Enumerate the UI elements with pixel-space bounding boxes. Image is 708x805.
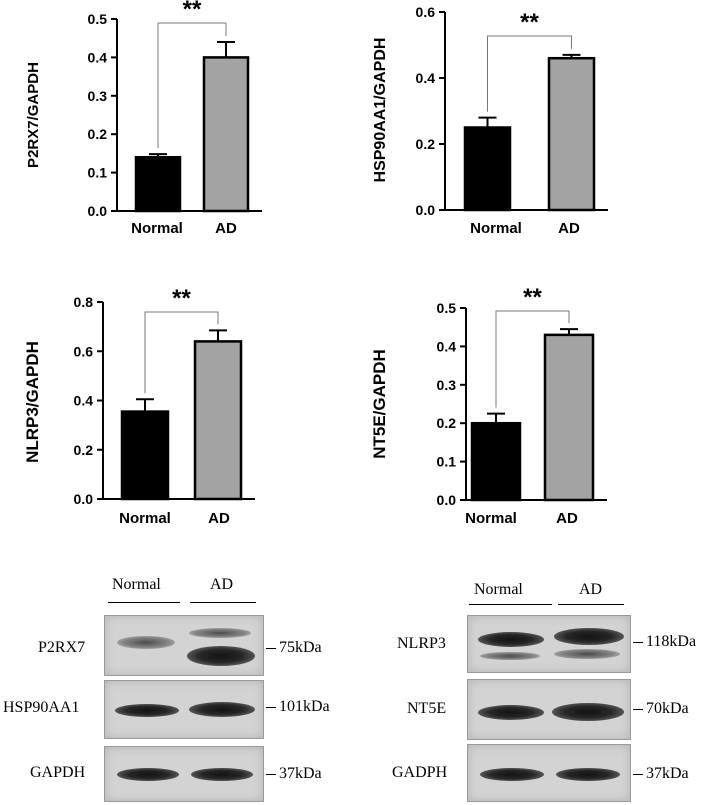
blot-band [117,768,179,781]
significance-label: ** [523,284,542,311]
blot-panel-nt5e [467,679,631,740]
y-axis-label: NT5E/GAPDH [370,349,389,459]
kda-marker-tick [266,648,276,649]
significance-label: ** [520,9,539,36]
blot-band [554,628,624,645]
blot-band [480,768,544,781]
blot-band [556,768,620,781]
y-tick-label: 0.0 [437,492,457,508]
western-blot-right: Normal AD NLRP3 NT5E GADPH 118kDa 70kDa … [354,560,708,805]
y-tick-label: 0.5 [437,300,457,316]
blot-header-normal: Normal [112,576,161,593]
kda-label: 75kDa [279,639,322,656]
blot-header-normal: Normal [474,581,523,598]
kda-marker-tick [633,774,643,775]
blot-row-label: NT5E [407,700,447,717]
kda-label: 118kDa [646,633,697,650]
blot-panel-gapdh [104,746,264,802]
header-underline [108,602,180,603]
header-underline [558,604,624,605]
significance-bracket [487,35,572,112]
kda-label: 101kDa [279,698,330,715]
bar [120,410,170,501]
bar [470,421,522,502]
blot-band [187,646,255,666]
blot-panel-gadph [467,744,631,802]
kda-label: 37kDa [646,765,689,782]
blot-band [478,705,544,720]
blot-panel-nlrp3 [467,615,631,673]
x-tick-label: AD [556,510,578,527]
kda-marker-tick [633,709,643,710]
y-tick-label: 0.2 [74,442,94,458]
blot-band [554,649,620,659]
x-tick-label: AD [215,220,237,237]
y-tick-label: 0.1 [88,165,108,181]
blot-row-label: GADPH [392,764,448,781]
blot-band [189,628,251,638]
x-tick-label: AD [558,220,580,237]
blot-band [480,652,540,660]
y-tick-label: 0.0 [88,203,108,219]
y-tick-label: 0.0 [74,491,94,507]
kda-marker-tick [266,707,276,708]
y-tick-label: 0.3 [88,88,108,104]
blot-band [115,704,179,717]
blot-header-ad: AD [210,576,234,593]
bar [202,56,250,213]
y-tick-label: 0.5 [88,11,108,27]
blot-header-ad: AD [579,581,603,598]
y-tick-label: 0.3 [437,377,457,393]
blot-row-label: P2RX7 [38,639,86,656]
blot-band [117,636,175,649]
header-underline [190,602,256,603]
y-tick-label: 0.4 [437,338,457,354]
y-tick-label: 0.6 [74,343,94,359]
significance-bracket [495,310,570,408]
y-axis-label: P2RX7/GAPDH [25,62,42,168]
kda-label: 37kDa [279,765,322,782]
significance-bracket [157,22,227,149]
bar [547,56,596,212]
y-tick-label: 0.4 [88,49,108,65]
y-tick-label: 0.4 [416,70,436,86]
y-tick-label: 0.8 [74,294,94,310]
x-tick-label: Normal [119,510,171,527]
blot-row-label: NLRP3 [397,635,446,652]
western-blot-left: Normal AD P2RX7 HSP90AA1 GAPDH 75kDa 101… [0,560,354,805]
blot-row-label: GAPDH [30,764,86,781]
y-tick-label: 0.2 [88,126,108,142]
blot-band [552,703,624,721]
x-tick-label: Normal [465,510,517,527]
y-tick-label: 0.6 [416,4,436,20]
y-tick-label: 0.4 [74,393,94,409]
y-axis-label: NLRP3/GAPDH [23,341,42,463]
y-axis-label: HSP90AA1/GAPDH [372,38,389,183]
y-tick-label: 0.2 [416,136,436,152]
x-tick-label: AD [208,510,230,527]
x-tick-label: Normal [131,220,183,237]
blot-band [478,632,544,647]
blot-row-label: HSP90AA1 [3,699,80,716]
bar [463,126,512,212]
significance-label: ** [183,0,202,23]
header-underline [469,604,552,605]
y-tick-label: 0.0 [416,202,436,218]
bar-charts: 0.0 0.1 0.2 0.3 0.4 0.5 Normal AD ** P2RX7/GAPDH 0… [23,0,608,527]
blot-panel-p2rx7 [104,615,264,676]
y-tick-label: 0.1 [437,454,457,470]
blot-band [189,702,255,717]
blot-panel-hsp90aa1 [104,680,264,739]
y-tick-label: 0.2 [437,415,457,431]
bar [193,340,243,501]
significance-bracket [144,311,219,394]
bar [543,333,595,502]
kda-label: 70kDa [646,700,689,717]
kda-marker-tick [633,642,643,643]
bar [134,155,182,213]
blot-band [191,768,253,781]
kda-marker-tick [266,774,276,775]
x-tick-label: Normal [470,220,522,237]
significance-label: ** [172,285,191,312]
